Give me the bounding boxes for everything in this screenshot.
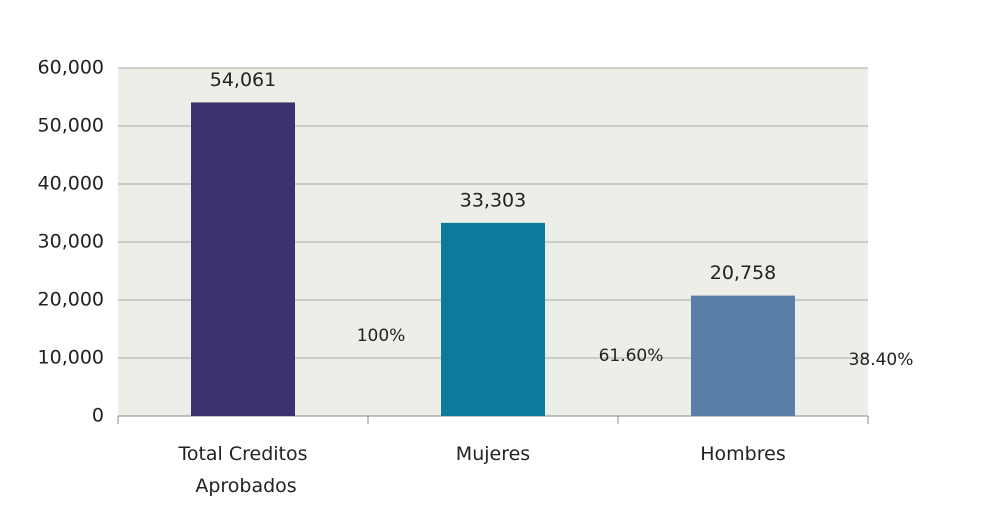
y-tick-label: 30,000 [38,231,104,253]
y-tick-label: 10,000 [38,347,104,369]
y-tick-label: 50,000 [38,115,104,137]
bar [441,222,545,416]
x-tick-label: Total Creditos Aprobados [177,443,307,497]
bar [191,102,295,416]
annotation: 38.40% [849,350,914,370]
annotation: 61.60% [599,346,664,366]
annotation: 100% [357,326,406,346]
value-label: 33,303 [460,189,526,211]
value-label: 20,758 [710,262,776,284]
y-tick-label: 0 [92,405,104,427]
x-tick-label: Mujeres [456,443,530,465]
y-tick-label: 20,000 [38,289,104,311]
x-tick-label: Hombres [700,443,785,465]
y-tick-label: 60,000 [38,57,104,79]
value-label: 54,061 [210,69,276,91]
bar [691,295,795,416]
y-tick-label: 40,000 [38,173,104,195]
